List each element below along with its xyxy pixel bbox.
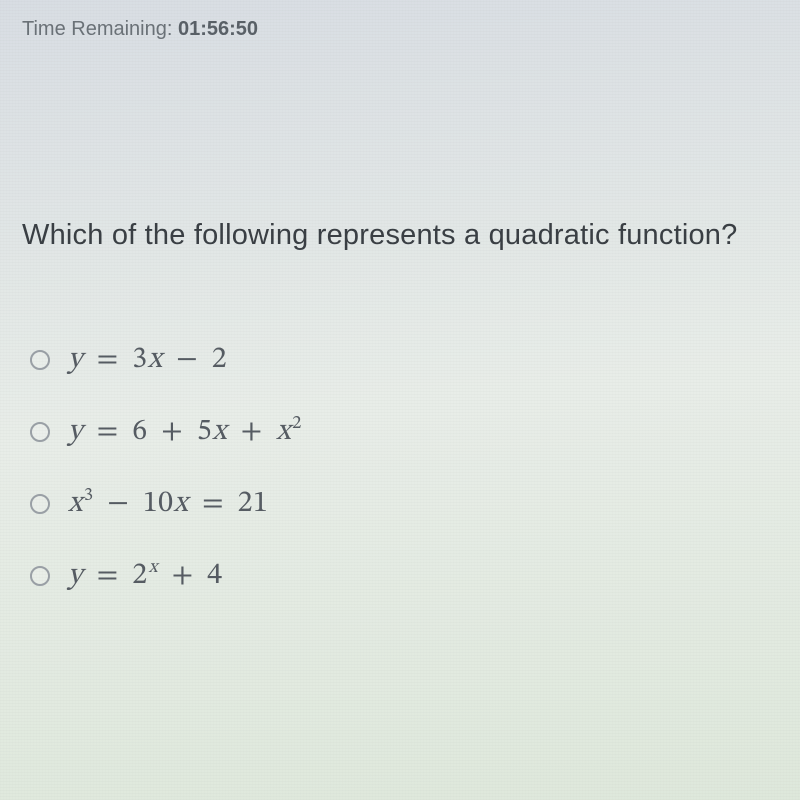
options-list: y = 3x − 2 y = 6 + 5x + x2 x3 − 10x = 21 [0,255,800,601]
option-formula: x3 − 10x = 21 [68,485,268,523]
option-formula: y = 3x − 2 [68,341,227,379]
option-formula: y = 2x + 4 [68,557,223,595]
question-area: Which of the following represents a quad… [0,51,800,255]
radio-icon[interactable] [30,350,50,370]
timer-bar: Time Remaining: 01:56:50 [0,0,800,51]
radio-icon[interactable] [30,422,50,442]
radio-icon[interactable] [30,494,50,514]
option-row[interactable]: x3 − 10x = 21 [30,479,778,529]
option-formula: y = 6 + 5x + x2 [68,413,302,451]
option-row[interactable]: y = 2x + 4 [30,551,778,601]
radio-icon[interactable] [30,566,50,586]
timer-label: Time Remaining: [22,18,172,40]
timer-value: 01:56:50 [178,18,258,40]
option-row[interactable]: y = 6 + 5x + x2 [30,407,778,457]
question-text: Which of the following represents a quad… [22,216,778,255]
option-row[interactable]: y = 3x − 2 [30,335,778,385]
